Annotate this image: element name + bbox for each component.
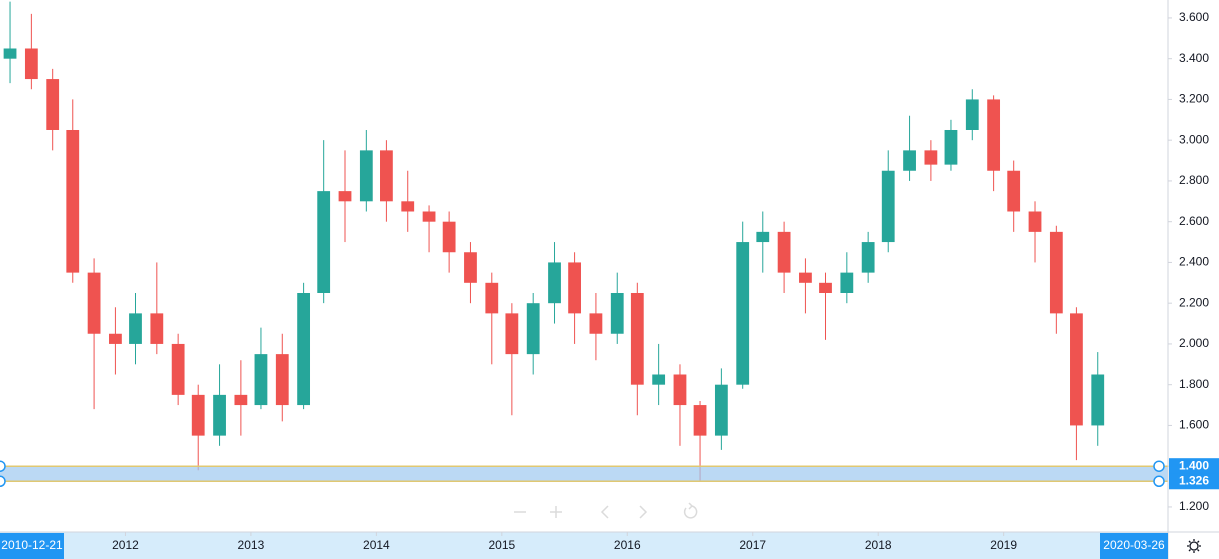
y-tick-label: 2.000 xyxy=(1179,336,1209,350)
x-tick-label: 2018 xyxy=(865,538,892,552)
candle-body xyxy=(317,191,331,293)
y-tick-label: 3.200 xyxy=(1179,92,1209,106)
candle-body xyxy=(1070,313,1083,426)
range-end-box xyxy=(1100,533,1168,559)
candle-body xyxy=(819,282,832,293)
y-tick-label: 3.600 xyxy=(1179,10,1209,24)
candle-body xyxy=(568,262,581,314)
candle-body xyxy=(610,292,624,334)
x-tick-label: 2016 xyxy=(614,538,641,552)
x-tick-label: 2015 xyxy=(488,538,515,552)
candle-body xyxy=(485,282,499,314)
x-tick-label: 2012 xyxy=(112,538,139,552)
candle-body xyxy=(380,150,393,202)
x-tick-label: 2017 xyxy=(739,538,766,552)
candle-body xyxy=(3,48,17,59)
candle-body xyxy=(129,313,142,344)
price-band xyxy=(0,466,1168,482)
range-start-box xyxy=(0,533,64,559)
y-tick-label: 3.000 xyxy=(1179,132,1209,146)
y-tick-label: 2.600 xyxy=(1179,214,1209,228)
y-tick-label: 2.200 xyxy=(1179,295,1209,309)
candle-body xyxy=(213,394,226,436)
candle-body xyxy=(799,272,812,283)
candle-body xyxy=(548,262,561,304)
band-label: 1.400 xyxy=(1179,458,1209,472)
candle-body xyxy=(464,252,477,283)
band-label: 1.326 xyxy=(1179,473,1209,487)
y-tick-label: 1.800 xyxy=(1179,377,1209,391)
candle-body xyxy=(191,394,205,436)
candle-body xyxy=(924,150,938,165)
time-axis xyxy=(0,532,1168,559)
candle-body xyxy=(777,231,791,273)
candle-body xyxy=(66,129,80,273)
y-tick-label: 2.400 xyxy=(1179,255,1209,269)
candle-body xyxy=(1049,231,1063,314)
candle-body xyxy=(109,333,122,344)
zoom-in[interactable] xyxy=(550,506,562,518)
candle-body xyxy=(881,170,895,243)
candle-body xyxy=(714,384,728,436)
band-label-box xyxy=(1169,458,1219,475)
candle-body xyxy=(442,221,456,253)
candle-body xyxy=(171,343,185,395)
y-tick-label: 1.200 xyxy=(1179,499,1209,513)
candle-body xyxy=(297,292,311,406)
scroll-right[interactable] xyxy=(639,505,648,519)
band-handle xyxy=(0,460,6,472)
y-tick-label: 2.800 xyxy=(1179,173,1209,187)
band-handle xyxy=(1153,460,1165,472)
band-handle xyxy=(1153,475,1165,488)
candle-body xyxy=(1091,374,1105,426)
band-handle xyxy=(0,475,6,488)
candle-body xyxy=(401,201,415,212)
candle-body xyxy=(861,242,875,273)
scroll-left[interactable] xyxy=(600,505,609,519)
plot-area xyxy=(0,1,1168,483)
settings-button[interactable] xyxy=(1187,539,1201,553)
range-end-label: 2020-03-26 xyxy=(1103,538,1165,552)
candle-body xyxy=(338,191,352,202)
candle-body xyxy=(150,313,164,344)
candle-body xyxy=(24,48,38,80)
candle-body xyxy=(505,313,519,355)
candle-body xyxy=(1007,170,1021,212)
candle-body xyxy=(254,354,268,406)
reset-chart[interactable] xyxy=(683,502,698,519)
candle-body xyxy=(275,354,289,406)
candle-body xyxy=(736,242,750,385)
candle-body xyxy=(46,79,60,130)
range-start-label: 2010-12-21 xyxy=(1,538,63,552)
candle-body xyxy=(234,394,248,406)
candle-body xyxy=(422,211,436,222)
x-tick-label: 2014 xyxy=(363,538,390,552)
band-label-box xyxy=(1169,473,1219,490)
candle-body xyxy=(756,231,770,243)
candle-body xyxy=(526,303,540,355)
candle-body xyxy=(965,99,979,130)
x-tick-label: 2019 xyxy=(990,538,1017,552)
candle-body xyxy=(87,272,101,334)
candle-body xyxy=(987,99,1001,171)
candle-body xyxy=(589,313,603,334)
candle-body xyxy=(652,374,666,385)
y-tick-label: 3.400 xyxy=(1179,51,1209,65)
candle-body xyxy=(1028,211,1042,232)
zoom-controls[interactable] xyxy=(514,502,698,519)
candle-body xyxy=(630,292,644,385)
candle-body xyxy=(944,129,958,165)
candle-body xyxy=(673,374,687,406)
candle-body xyxy=(840,272,854,293)
y-tick-label: 1.600 xyxy=(1179,418,1209,432)
candle-body xyxy=(359,150,373,202)
x-tick-label: 2013 xyxy=(238,538,265,552)
candle-body xyxy=(903,150,916,171)
candle-body xyxy=(693,405,707,436)
